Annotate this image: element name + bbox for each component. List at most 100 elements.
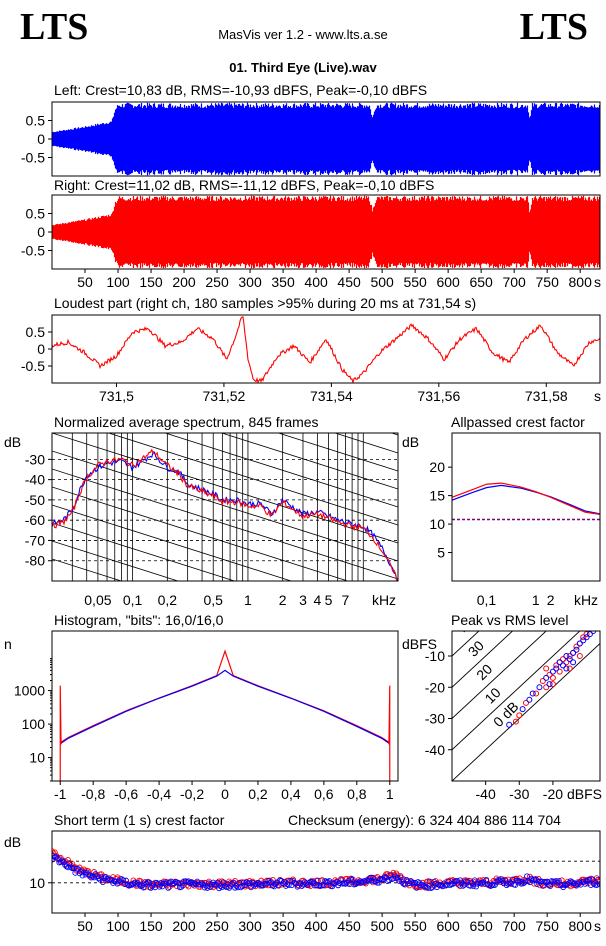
peakrms-diagonal <box>452 631 581 751</box>
peakrms-point <box>546 681 553 688</box>
peakrms-xlabel: dBFS <box>567 786 602 802</box>
spectrum-slope-line <box>52 540 180 581</box>
left-waveform-wave <box>52 102 600 176</box>
shortcrest-xtick-label: 350 <box>271 918 295 934</box>
shortcrest-point <box>143 881 150 887</box>
histogram-xtick-label: -0,4 <box>147 786 171 802</box>
shortcrest-point <box>470 883 477 889</box>
peakrms-point <box>523 699 529 706</box>
peakrms-diagonal-label: 40 <box>456 614 478 636</box>
loudest-part-title: Loudest part (right ch, 180 samples >95%… <box>54 295 477 311</box>
loudest-part-xtick-label: 731,54 <box>310 388 353 404</box>
shortcrest-point <box>159 883 166 890</box>
right-waveform-xtick-label: 550 <box>403 274 427 290</box>
right-waveform-xtick-label: 150 <box>139 274 163 290</box>
shortcrest-point <box>268 879 275 885</box>
shortcrest-point <box>214 879 221 886</box>
right-waveform-ytick-label: -0.5 <box>21 243 45 259</box>
spectrum-slope-line <box>52 522 236 581</box>
shortcrest-point <box>593 882 600 889</box>
shortcrest-point <box>140 884 147 891</box>
shortcrest-point <box>554 879 561 886</box>
shortcrest-xtick-label: 400 <box>304 918 328 934</box>
shortcrest-point <box>105 877 112 884</box>
loudest-part-xtick-label: 731,58 <box>525 388 568 404</box>
shortcrest-point <box>255 879 262 886</box>
shortcrest-xtick-label: 800 <box>569 918 593 934</box>
shortcrest-point <box>583 878 590 884</box>
right-waveform-xtick-label: 700 <box>502 274 526 290</box>
shortcrest-point <box>200 881 206 888</box>
shortcrest-point <box>298 883 305 890</box>
peakrms-xtick-label: -40 <box>476 786 496 802</box>
shortcrest-point <box>230 879 237 886</box>
crest-series-line <box>452 484 600 515</box>
histogram-group <box>59 649 391 781</box>
shortcrest-xtick-label: 200 <box>172 918 196 934</box>
peakrms-point <box>570 649 577 656</box>
track-title: 01. Third Eye (Live).wav <box>229 60 377 75</box>
peakrms-point <box>556 668 563 675</box>
left-waveform-title: Left: Crest=10,83 dB, RMS=-10,93 dBFS, P… <box>54 82 428 98</box>
shortcrest-xtick-label: 450 <box>337 918 361 934</box>
loudest-part-ytick-label: 0.5 <box>26 324 46 340</box>
shortcrest-point <box>529 877 536 884</box>
peakrms-point <box>573 643 580 650</box>
histogram-series-line <box>59 649 391 781</box>
histogram-series-line <box>61 669 389 744</box>
spectrum-frame <box>51 432 399 582</box>
shortcrest-point <box>473 883 479 890</box>
shortcrest-point <box>394 875 401 881</box>
right-waveform-xtick-label: 500 <box>370 274 394 290</box>
peakrms-point <box>549 668 556 675</box>
shortcrest-point <box>88 874 95 881</box>
shortcrest-point <box>547 883 554 889</box>
right-waveform-wave <box>52 195 600 269</box>
shortcrest-ytick-label: 10 <box>29 875 45 891</box>
peakrms-point <box>576 640 583 647</box>
loudest-part-xtick-label: 731,52 <box>203 388 246 404</box>
peakrms-point <box>543 674 550 681</box>
left-waveform-ytick-label: 0.5 <box>26 113 46 129</box>
shortcrest-point <box>133 881 140 887</box>
histogram-ytick-label: 1000 <box>14 683 45 699</box>
peakrms-point <box>583 634 590 641</box>
spectrum-slope-line <box>52 468 398 580</box>
shortcrest-point <box>232 884 238 891</box>
spectrum-xtick-label: 0,1 <box>123 592 143 608</box>
histogram-xtick-label: 0,2 <box>248 786 268 802</box>
shortcrest-group <box>52 848 600 892</box>
left-waveform-ytick-label: -0.5 <box>21 150 45 166</box>
shortcrest-point <box>595 878 600 885</box>
shortcrest-point <box>155 880 161 887</box>
shortcrest-point <box>309 879 315 885</box>
spectrum-ytick-label: -40 <box>25 472 45 488</box>
right-waveform-xtick-label: 600 <box>436 274 460 290</box>
shortcrest-point <box>65 857 71 863</box>
peakrms-diagonal <box>452 631 547 720</box>
shortcrest-point <box>553 878 559 884</box>
peakrms-point <box>566 656 573 663</box>
peakrms-diagonal <box>452 642 600 781</box>
right-waveform-xtick-label: 800 <box>569 274 593 290</box>
crest-group <box>452 482 600 521</box>
shortcrest-point <box>338 877 344 883</box>
histogram-title: Histogram, "bits": 16,0/16,0 <box>54 612 224 628</box>
shortcrest-point <box>333 879 340 885</box>
shortcrest-xtick-label: 150 <box>139 918 163 934</box>
shortcrest-point <box>314 877 321 884</box>
shortcrest-point <box>52 853 57 859</box>
peakrms-point <box>539 678 546 684</box>
shortcrest-point <box>460 883 466 889</box>
shortcrest-point <box>251 882 257 889</box>
spectrum-ylabel: dB <box>4 434 21 450</box>
right-waveform-title: Right: Crest=11,02 dB, RMS=-11,12 dBFS, … <box>54 177 435 193</box>
peakrms-point <box>549 681 556 688</box>
crest-ytick-label: 10 <box>429 516 445 532</box>
peakrms-point <box>570 659 577 666</box>
crest-ytick-label: 15 <box>429 488 445 504</box>
histogram-ytick-label: 10 <box>29 750 45 766</box>
shortcrest-point <box>586 877 593 883</box>
spectrum-ytick-label: -80 <box>25 553 45 569</box>
spectrum-slope-line <box>52 486 349 581</box>
